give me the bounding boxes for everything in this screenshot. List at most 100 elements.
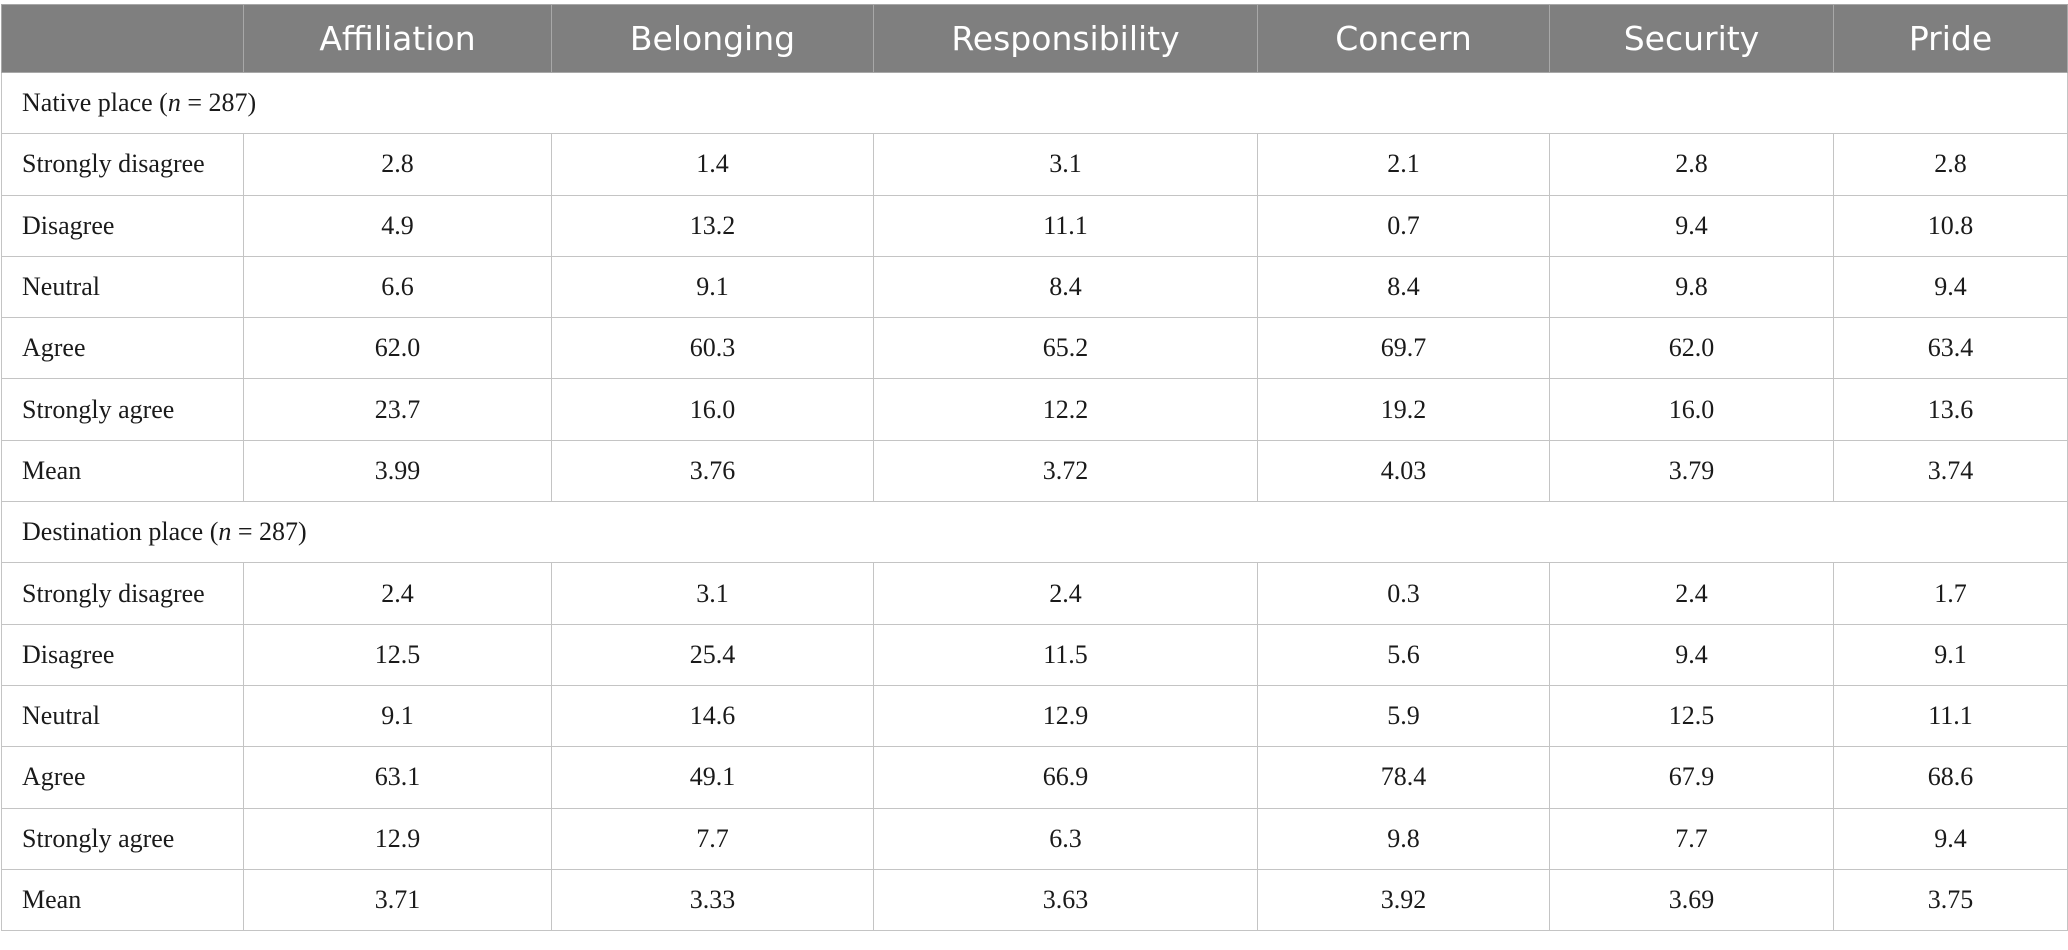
column-header: Responsibility xyxy=(873,4,1258,73)
table-cell: 63.1 xyxy=(243,746,552,809)
table-cell: 3.76 xyxy=(551,439,874,503)
row-label: Strongly agree xyxy=(1,807,244,870)
table-cell: 68.6 xyxy=(1833,746,2068,809)
section-title-n: n xyxy=(167,88,181,118)
table-cell: 9.1 xyxy=(1833,623,2068,686)
table-cell: 63.4 xyxy=(1833,317,2068,380)
table-header: Affiliation Belonging Responsibility Concer… xyxy=(1,4,2068,73)
table-cell: 0.3 xyxy=(1257,562,1550,625)
table-row: Mean 3.99 3.76 3.72 4.03 3.79 3.74 xyxy=(1,439,2068,503)
table-cell: 2.4 xyxy=(243,562,552,625)
section-title-n: n xyxy=(218,517,232,547)
table-cell: 25.4 xyxy=(551,623,874,686)
table-row: Strongly agree 12.9 7.7 6.3 9.8 7.7 9.4 xyxy=(1,807,2068,870)
table-row: Disagree 4.9 13.2 11.1 0.7 9.4 10.8 xyxy=(1,194,2068,257)
table-cell: 2.4 xyxy=(1549,562,1834,625)
table-cell: 8.4 xyxy=(873,255,1258,319)
table-cell: 3.33 xyxy=(551,868,874,932)
table-cell: 6.6 xyxy=(243,255,552,319)
table-cell: 9.4 xyxy=(1833,807,2068,870)
table-row: Disagree 12.5 25.4 11.5 5.6 9.4 9.1 xyxy=(1,623,2068,686)
row-label: Agree xyxy=(1,746,244,809)
table-row: Neutral 6.6 9.1 8.4 8.4 9.8 9.4 xyxy=(1,255,2068,319)
table-cell: 2.8 xyxy=(243,133,552,196)
table-cell: 3.74 xyxy=(1833,439,2068,503)
table-cell: 4.03 xyxy=(1257,439,1550,503)
table-cell: 23.7 xyxy=(243,378,552,441)
table-cell: 12.5 xyxy=(1549,684,1834,748)
table-cell: 62.0 xyxy=(243,317,552,380)
table-cell: 1.7 xyxy=(1833,562,2068,625)
table-cell: 13.2 xyxy=(551,194,874,257)
row-label: Neutral xyxy=(1,255,244,319)
section-row: Destination place (n = 287) xyxy=(1,501,2068,564)
table-cell: 16.0 xyxy=(1549,378,1834,441)
table-cell: 2.1 xyxy=(1257,133,1550,196)
table-cell: 7.7 xyxy=(1549,807,1834,870)
section-title-suffix: = 287) xyxy=(231,517,307,547)
table-cell: 9.1 xyxy=(243,684,552,748)
table-cell: 7.7 xyxy=(551,807,874,870)
table-cell: 9.4 xyxy=(1549,194,1834,257)
column-header: Security xyxy=(1549,4,1834,73)
header-corner-cell xyxy=(1,4,244,73)
table-cell: 66.9 xyxy=(873,746,1258,809)
table-row: Strongly disagree 2.8 1.4 3.1 2.1 2.8 2.8 xyxy=(1,133,2068,196)
table-cell: 11.1 xyxy=(873,194,1258,257)
table-cell: 10.8 xyxy=(1833,194,2068,257)
table-cell: 8.4 xyxy=(1257,255,1550,319)
table-cell: 2.8 xyxy=(1833,133,2068,196)
table-cell: 13.6 xyxy=(1833,378,2068,441)
table-cell: 69.7 xyxy=(1257,317,1550,380)
table-cell: 4.9 xyxy=(243,194,552,257)
table-row: Mean 3.71 3.33 3.63 3.92 3.69 3.75 xyxy=(1,868,2068,932)
table-cell: 1.4 xyxy=(551,133,874,196)
column-header: Pride xyxy=(1833,4,2068,73)
table-cell: 3.71 xyxy=(243,868,552,932)
row-label: Agree xyxy=(1,317,244,380)
section-title-prefix: Native place ( xyxy=(22,88,168,118)
table-cell: 9.4 xyxy=(1833,255,2068,319)
table-cell: 9.8 xyxy=(1257,807,1550,870)
table-cell: 3.63 xyxy=(873,868,1258,932)
table-row: Agree 62.0 60.3 65.2 69.7 62.0 63.4 xyxy=(1,317,2068,380)
row-label: Mean xyxy=(1,439,244,503)
table-cell: 3.92 xyxy=(1257,868,1550,932)
table-cell: 60.3 xyxy=(551,317,874,380)
column-header: Affiliation xyxy=(243,4,552,73)
table-cell: 78.4 xyxy=(1257,746,1550,809)
table-cell: 0.7 xyxy=(1257,194,1550,257)
table-cell: 12.2 xyxy=(873,378,1258,441)
section-title: Native place (n = 287) xyxy=(1,71,2068,135)
table-cell: 3.79 xyxy=(1549,439,1834,503)
table-cell: 2.4 xyxy=(873,562,1258,625)
table-cell: 3.72 xyxy=(873,439,1258,503)
table-body: Native place (n = 287) Strongly disagree 2… xyxy=(1,71,2068,932)
table-cell: 16.0 xyxy=(551,378,874,441)
row-label: Strongly disagree xyxy=(1,133,244,196)
column-header: Concern xyxy=(1257,4,1550,73)
row-label: Disagree xyxy=(1,623,244,686)
table-cell: 3.1 xyxy=(873,133,1258,196)
table-cell: 11.5 xyxy=(873,623,1258,686)
table-cell: 65.2 xyxy=(873,317,1258,380)
row-label: Neutral xyxy=(1,684,244,748)
column-header: Belonging xyxy=(551,4,874,73)
section-title-suffix: = 287) xyxy=(180,88,257,118)
table-cell: 3.75 xyxy=(1833,868,2068,932)
section-title-prefix: Destination place ( xyxy=(22,517,219,547)
table-row: Strongly disagree 2.4 3.1 2.4 0.3 2.4 1.7 xyxy=(1,562,2068,625)
section-title: Destination place (n = 287) xyxy=(1,501,2068,564)
table-cell: 5.9 xyxy=(1257,684,1550,748)
row-label: Disagree xyxy=(1,194,244,257)
data-table: Affiliation Belonging Responsibility Concer… xyxy=(1,4,2068,932)
table-cell: 49.1 xyxy=(551,746,874,809)
table-row: Strongly agree 23.7 16.0 12.2 19.2 16.0 13.6 xyxy=(1,378,2068,441)
table-cell: 2.8 xyxy=(1549,133,1834,196)
table-cell: 12.9 xyxy=(243,807,552,870)
table-row: Agree 63.1 49.1 66.9 78.4 67.9 68.6 xyxy=(1,746,2068,809)
table-row: Neutral 9.1 14.6 12.9 5.9 12.5 11.1 xyxy=(1,684,2068,748)
table-cell: 9.1 xyxy=(551,255,874,319)
table-cell: 67.9 xyxy=(1549,746,1834,809)
